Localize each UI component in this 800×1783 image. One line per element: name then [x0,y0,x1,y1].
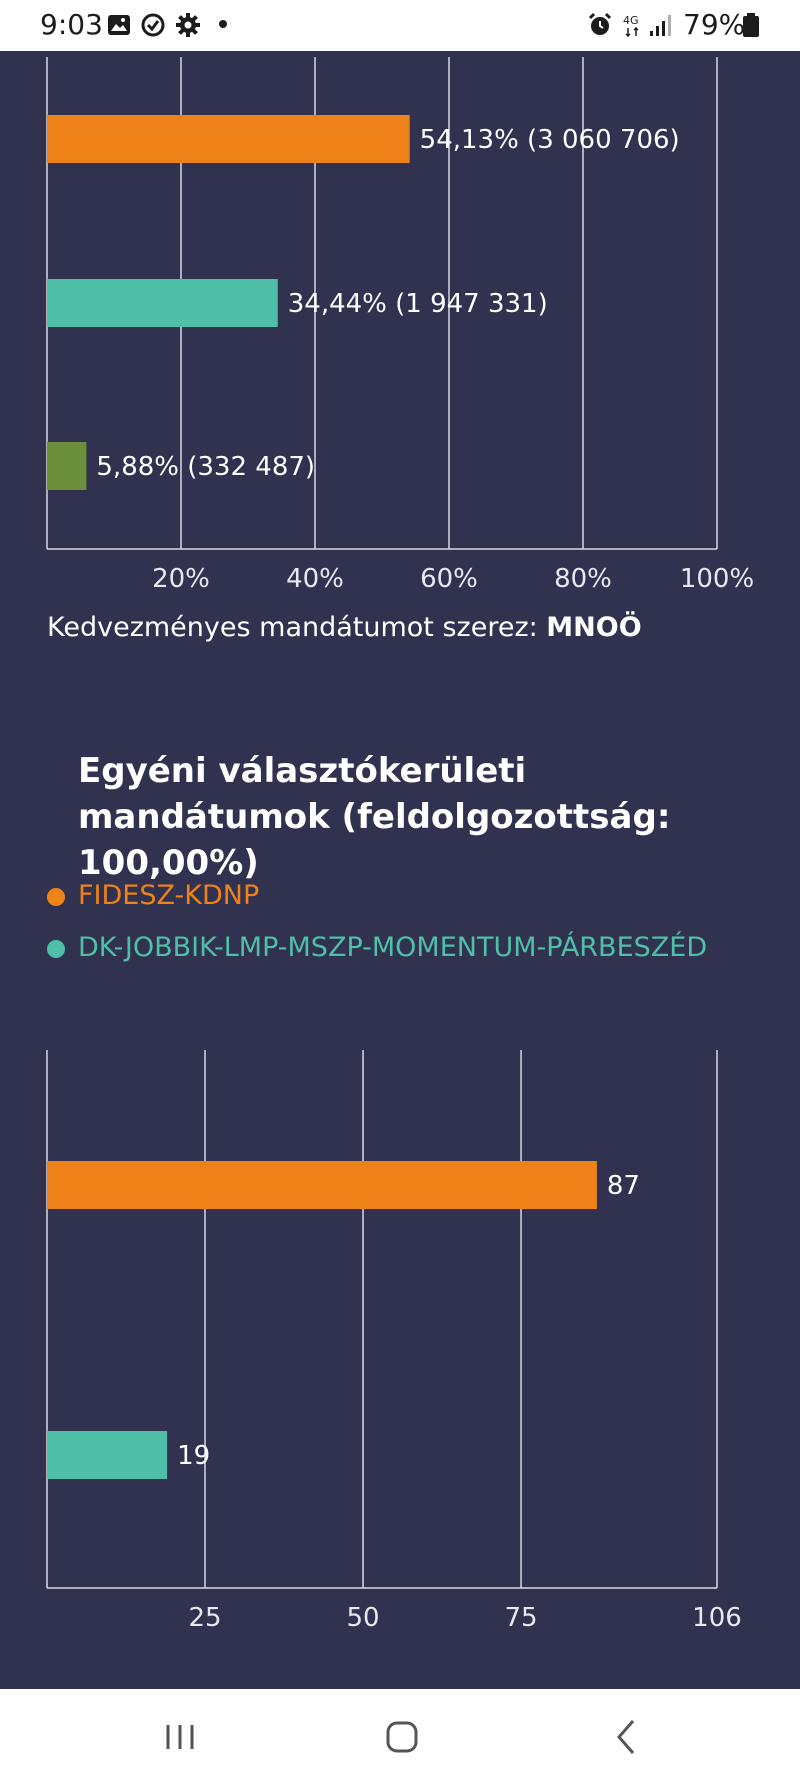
data-label: 87 [607,1171,640,1201]
legend-swatch [47,940,65,958]
seats-chart-svg: 25 50 75 106 87 19 [46,1050,742,1633]
notification-dot-icon [219,20,227,28]
bar [47,279,278,327]
tick-label: 100% [680,564,754,594]
votes-chart-svg: 20% 40% 60% 80% 100% 54,13% (3 060 706) 34,44%… [46,57,754,594]
signal-icon [650,15,671,36]
tick-label: 25 [188,1603,221,1633]
status-time: 9:03 [40,8,103,41]
bar [47,1161,597,1209]
alarm-icon [588,12,612,35]
legend-item-opposition[interactable]: DK-JOBBIK-LMP-MSZP-MOMENTUM-PÁRBESZÉD [45,928,745,968]
gear-icon [176,13,200,37]
note-text: Kedvezményes mandátumot szerez: [47,612,547,643]
note-party: MNOÖ [546,612,642,643]
bar [47,1431,168,1479]
back-icon[interactable] [605,1715,649,1759]
data-label: 34,44% (1 947 331) [288,289,548,319]
votes-chart: 20% 40% 60% 80% 100% 54,13% (3 060 706) 34,44%… [0,51,800,611]
data-label: 5,88% (332 487) [96,452,315,482]
status-bar: 9:03 4G 79% [0,0,800,51]
navigation-bar [0,1689,800,1783]
home-icon[interactable] [380,1715,424,1759]
svg-text:4G: 4G [623,14,639,27]
tick-label: 106 [692,1603,742,1633]
image-icon [108,15,130,35]
data-label: 19 [177,1441,210,1471]
legend-label: DK-JOBBIK-LMP-MSZP-MOMENTUM-PÁRBESZÉD [78,932,708,963]
4g-icon: 4G [623,14,639,38]
tick-label: 50 [346,1603,379,1633]
tick-label: 80% [554,564,612,594]
tick-label: 75 [505,1603,538,1633]
battery-percent: 79% [683,8,746,41]
seats-chart: 25 50 75 106 87 19 [0,1040,800,1640]
legend-item-fidesz[interactable]: FIDESZ-KDNP [45,876,745,916]
battery-icon [743,13,759,37]
tick-label: 40% [286,564,344,594]
legend-swatch [47,888,65,906]
recent-apps-icon[interactable] [158,1715,202,1759]
data-label: 54,13% (3 060 706) [420,125,680,155]
legend: FIDESZ-KDNP DK-JOBBIK-LMP-MSZP-MOMENTUM-… [45,876,745,980]
tick-label: 60% [420,564,478,594]
preferential-mandate-note: Kedvezményes mandátumot szerez: MNOÖ [47,612,642,643]
tick-label: 20% [152,564,210,594]
bar [47,115,410,163]
bar [47,442,87,490]
legend-label: FIDESZ-KDNP [78,880,260,911]
sync-icon [141,13,165,37]
section-title: Egyéni választókerületi mandátumok (feld… [78,751,671,883]
